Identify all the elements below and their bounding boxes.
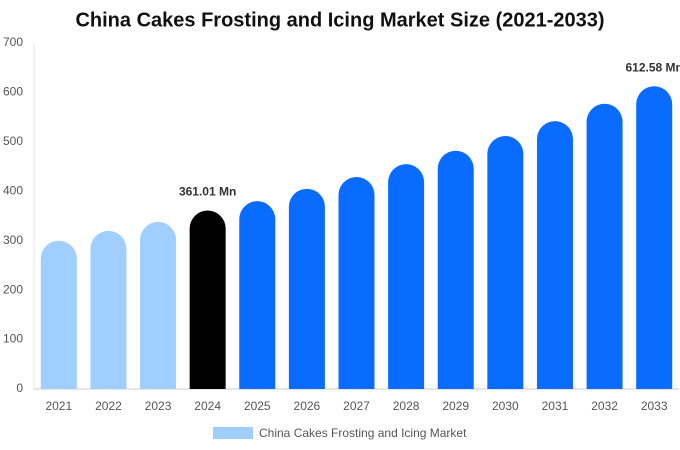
bar	[487, 135, 524, 389]
x-tick-label: 2031	[542, 399, 569, 413]
x-tick-label: 2029	[442, 399, 469, 413]
bar	[437, 150, 474, 389]
y-tick-label: 300	[3, 233, 23, 247]
x-tick-label: 2024	[194, 399, 221, 413]
x-tick-label: 2027	[343, 399, 370, 413]
bar	[636, 86, 673, 390]
bar	[388, 164, 425, 389]
bar	[189, 210, 226, 389]
x-tick-label: 2030	[492, 399, 519, 413]
bar	[338, 176, 375, 389]
bar	[140, 221, 177, 389]
chart-title: China Cakes Frosting and Icing Market Si…	[75, 9, 604, 31]
bar	[288, 188, 325, 389]
bar	[40, 240, 77, 389]
bar	[536, 121, 573, 389]
value-label: 361.01 Mn	[179, 185, 236, 199]
x-tick-label: 2022	[95, 399, 122, 413]
bar	[586, 103, 623, 389]
x-tick-label: 2028	[393, 399, 420, 413]
y-tick-label: 200	[3, 282, 23, 296]
x-tick-label: 2026	[294, 399, 321, 413]
x-tick-label: 2023	[145, 399, 172, 413]
legend-label: China Cakes Frosting and Icing Market	[259, 426, 467, 440]
y-tick-label: 700	[3, 35, 23, 49]
x-tick-label: 2033	[641, 399, 668, 413]
x-tick-label: 2021	[45, 399, 72, 413]
y-tick-label: 100	[3, 332, 23, 346]
legend-swatch	[213, 427, 253, 439]
y-tick-label: 400	[3, 183, 23, 197]
bar	[239, 201, 276, 389]
y-tick-label: 500	[3, 134, 23, 148]
value-label: 612.58 Mn	[626, 60, 680, 74]
x-tick-label: 2025	[244, 399, 271, 413]
y-tick-label: 600	[3, 85, 23, 99]
bar	[90, 230, 127, 389]
y-tick-label: 0	[16, 381, 23, 395]
x-tick-label: 2032	[591, 399, 618, 413]
